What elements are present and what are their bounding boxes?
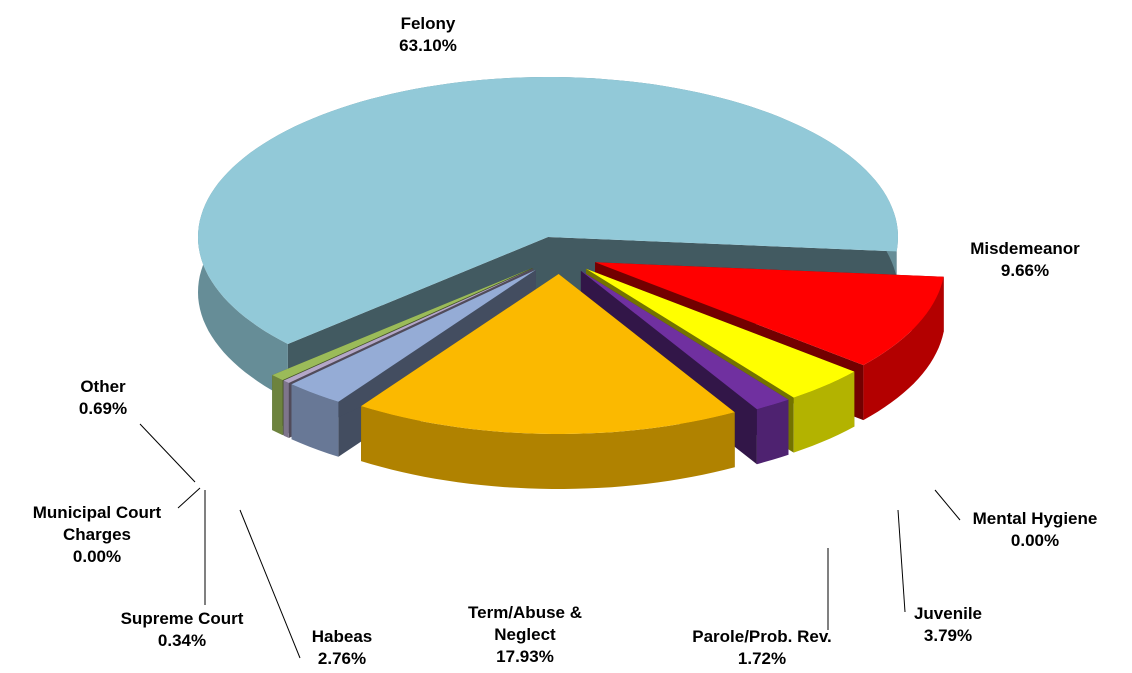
slice-side (361, 406, 735, 489)
label-value: 3.79% (923, 626, 973, 645)
slice-label: Municipal Court Charges 0.00% (7, 502, 187, 568)
label-value: 0.00% (1010, 531, 1060, 550)
label-name: Supreme Court (120, 609, 244, 628)
leader-line (934, 489, 961, 521)
label-name: Other (80, 377, 126, 396)
slice-label: Habeas 2.76% (282, 626, 402, 670)
slice-label: Parole/Prob. Rev. 1.72% (662, 626, 862, 670)
slice-side (198, 77, 898, 399)
slice-top (291, 269, 536, 402)
slice-label: Felony 63.10% (368, 13, 488, 57)
slice-top (595, 262, 944, 366)
slice-side (793, 371, 855, 453)
label-name: Juvenile (913, 604, 983, 623)
label-name: Misdemeanor (970, 239, 1080, 258)
slice-label: Mental Hygiene 0.00% (945, 508, 1125, 552)
label-value: 0.00% (72, 547, 122, 566)
slice-label: Supreme Court 0.34% (102, 608, 262, 652)
slice-side (756, 399, 789, 465)
slice-label: Misdemeanor 9.66% (945, 238, 1105, 282)
slice-top (580, 270, 789, 410)
slice-label: Other 0.69% (43, 376, 163, 420)
label-value: 2.76% (317, 649, 367, 668)
slice-side (272, 375, 283, 436)
leader-line (139, 423, 196, 483)
slice-side (863, 276, 944, 421)
label-name: Mental Hygiene (972, 509, 1098, 528)
slice-label: Term/Abuse & Neglect 17.93% (445, 602, 605, 668)
label-value: 1.72% (737, 649, 787, 668)
label-value: 63.10% (399, 36, 457, 55)
leader-line (239, 509, 301, 659)
label-value: 0.34% (157, 631, 207, 650)
slice-wall (291, 269, 536, 440)
label-name: Felony (400, 14, 456, 33)
leader-line (177, 487, 201, 509)
label-value: 17.93% (496, 647, 554, 666)
slice-top (198, 77, 898, 344)
slice-side (291, 384, 339, 457)
slice (361, 274, 735, 489)
leader-line (897, 509, 906, 613)
label-name: Parole/Prob. Rev. (692, 627, 832, 646)
label-name: Habeas (311, 627, 373, 646)
label-name: Municipal Court Charges (32, 503, 162, 544)
label-value: 9.66% (1000, 261, 1050, 280)
label-name: Term/Abuse & Neglect (468, 603, 582, 644)
label-value: 0.69% (78, 399, 128, 418)
slice-top (361, 274, 735, 434)
slice-label: Juvenile 3.79% (888, 603, 1008, 647)
slice-top (283, 268, 534, 383)
slice-top (272, 268, 533, 381)
slice-top (586, 268, 855, 398)
slice-side (283, 380, 289, 438)
